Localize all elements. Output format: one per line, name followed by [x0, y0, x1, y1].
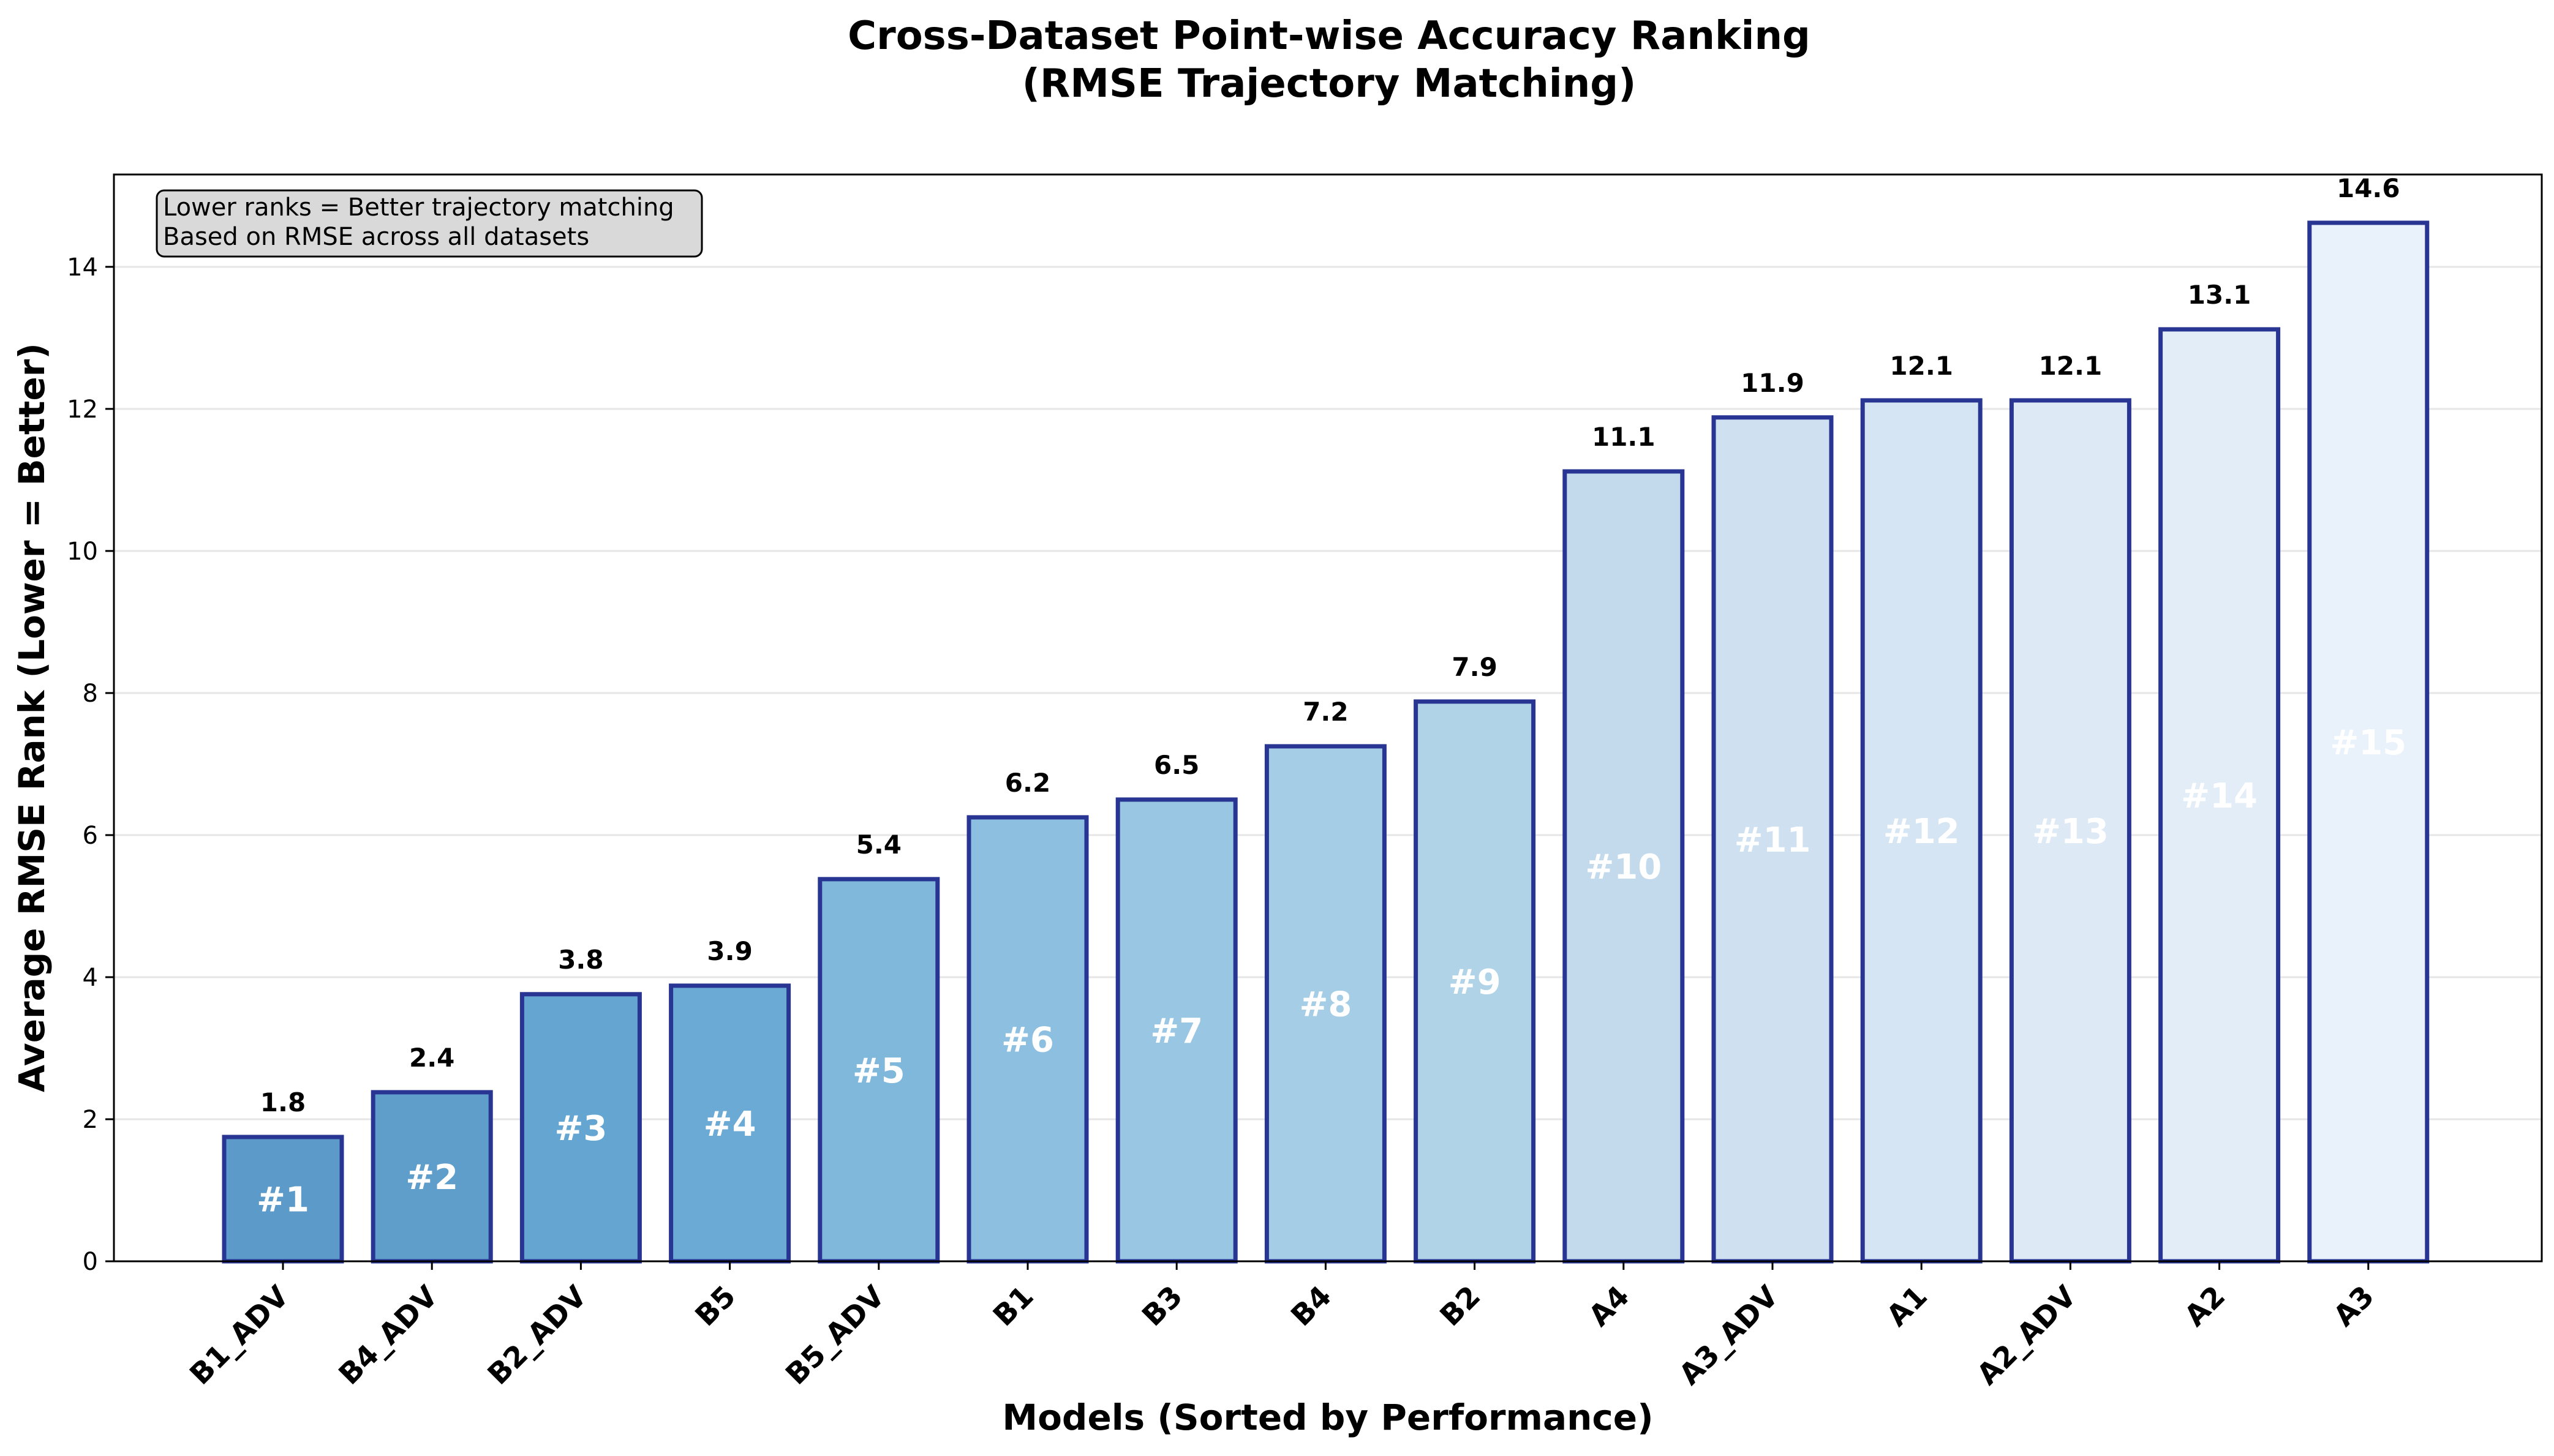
y-tick-label: 0: [83, 1248, 98, 1276]
rank-label: #12: [1883, 812, 1960, 852]
x-tick-label: A1: [1880, 1280, 1934, 1334]
value-label: 12.1: [2039, 351, 2103, 381]
rank-label: #7: [1150, 1011, 1203, 1051]
value-label: 2.4: [409, 1043, 454, 1073]
rank-label: #15: [2330, 723, 2406, 763]
x-tick-label: B5: [689, 1280, 742, 1333]
y-tick-label: 4: [83, 964, 98, 992]
rank-label: #11: [1735, 820, 1811, 860]
value-label: 11.1: [1592, 422, 1656, 452]
bar-b5: [669, 983, 791, 1264]
bar-b3: [1115, 797, 1238, 1264]
value-label: 7.2: [1303, 697, 1348, 727]
rank-label: #2: [405, 1158, 458, 1198]
annotation-line-2: Based on RMSE across all datasets: [163, 223, 589, 251]
rank-label: #3: [554, 1109, 607, 1149]
rank-label: #4: [704, 1105, 756, 1144]
value-label: 6.2: [1005, 768, 1050, 798]
plot-frame: [113, 173, 2543, 1263]
value-label: 7.9: [1452, 652, 1497, 682]
x-tick-label: B3: [1136, 1280, 1189, 1333]
y-tick-label: 2: [83, 1106, 98, 1134]
y-tick-label: 14: [67, 253, 98, 282]
x-tick-label: A2_ADV: [1971, 1279, 2084, 1392]
rank-label: #8: [1299, 985, 1352, 1024]
value-label: 13.1: [2188, 280, 2251, 310]
bar-b5-adv: [818, 877, 940, 1264]
value-label: 1.8: [260, 1087, 306, 1117]
annotation-box-background: [156, 189, 703, 258]
bars: 1.8 #1 2.4 #2 3.8 #3 3.9 #4 5.4 #5 6.2 #6 6.5 #7 7.2 #8…: [222, 173, 2430, 1264]
bar-a3: [2307, 220, 2430, 1264]
rank-label: #1: [257, 1180, 309, 1220]
x-tick-label: A2: [2178, 1280, 2232, 1334]
bar-b1-adv: [222, 1135, 344, 1264]
bar-a3-adv: [1711, 415, 1834, 1264]
x-tick-label: B1: [987, 1280, 1040, 1333]
bar-b2-adv: [519, 992, 642, 1264]
value-label: 11.9: [1741, 368, 1804, 398]
annotation-line-1: Lower ranks = Better trajectory matching: [163, 193, 674, 222]
value-label: 5.4: [856, 830, 902, 860]
annotation-box: Lower ranks = Better trajectory matching…: [156, 189, 703, 258]
x-tick-label: B1_ADV: [183, 1279, 295, 1391]
value-label: 3.8: [558, 945, 603, 975]
rank-label: #13: [2032, 812, 2109, 852]
rank-label: #10: [1585, 847, 1662, 887]
value-label: 12.1: [1889, 351, 1953, 381]
y-tick-label: 12: [67, 396, 98, 424]
y-tick-label: 6: [83, 822, 98, 850]
x-tick-label: A3: [2327, 1280, 2381, 1334]
x-tick-label: A4: [1583, 1280, 1637, 1334]
x-tick-label: B2: [1434, 1280, 1487, 1333]
value-label: 3.9: [707, 936, 752, 966]
bar-b4: [1264, 744, 1387, 1264]
y-axis-label: Average RMSE Rank (Lower = Better): [11, 343, 53, 1092]
value-label: 14.6: [2337, 173, 2400, 203]
bar-a2: [2158, 327, 2281, 1264]
chart-subtitle: (RMSE Trajectory Matching): [1022, 61, 1637, 107]
x-tick-label: B4_ADV: [333, 1279, 445, 1391]
rank-label: #5: [853, 1051, 905, 1091]
chart-title: Cross-Dataset Point-wise Accuracy Rankin…: [848, 13, 1810, 59]
y-tick-label: 10: [67, 538, 98, 566]
rank-label: #14: [2181, 776, 2258, 816]
rank-label: #9: [1448, 963, 1501, 1002]
bar-b1: [966, 815, 1089, 1264]
y-axis-ticks: 0 2 4 6 8 10 12 14: [67, 253, 114, 1276]
x-axis-label: Models (Sorted by Performance): [1002, 1397, 1653, 1438]
rank-label: #6: [1001, 1020, 1054, 1060]
x-tick-label: B5_ADV: [779, 1279, 891, 1391]
bar-a4: [1562, 469, 1685, 1264]
value-label: 6.5: [1154, 750, 1199, 780]
y-tick-label: 8: [83, 680, 98, 708]
x-tick-label: A3_ADV: [1673, 1279, 1785, 1392]
x-tick-label: B4: [1285, 1280, 1338, 1333]
x-axis-ticks: B1_ADV B4_ADV B2_ADV B5 B5_ADV B1 B3 B4 B2 A4 A3_A…: [183, 1261, 2381, 1392]
x-tick-label: B2_ADV: [481, 1279, 593, 1391]
